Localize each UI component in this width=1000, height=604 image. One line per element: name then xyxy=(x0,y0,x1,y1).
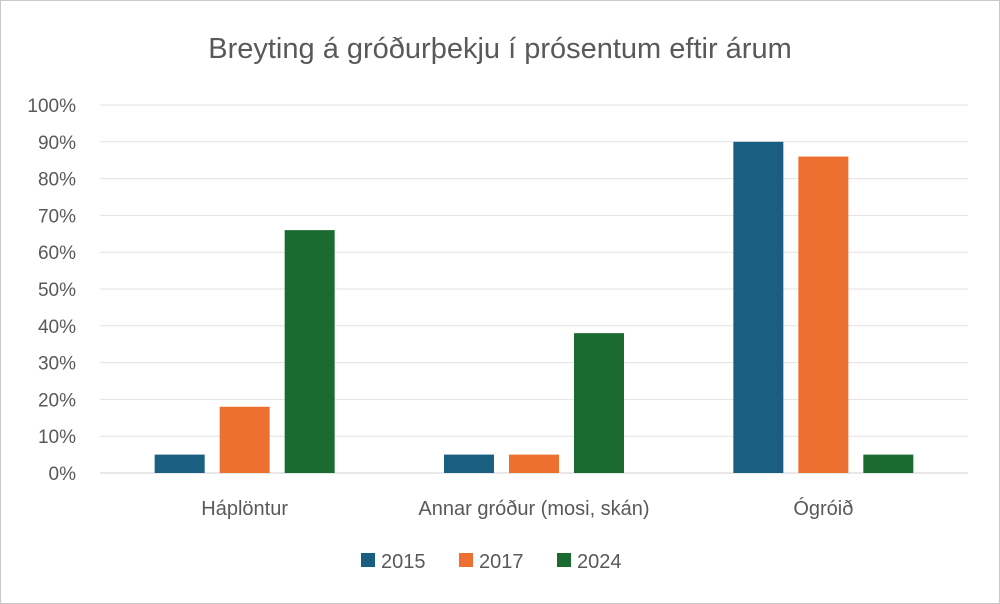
y-tick-label: 70% xyxy=(38,206,76,227)
bar-2024-1 xyxy=(284,230,335,473)
bar-2024-2 xyxy=(574,333,624,473)
category-label: Háplöntur xyxy=(201,498,288,520)
y-tick-label: 0% xyxy=(49,464,77,485)
y-axis-ticks: 0% 10% 20% 30% 40% 50% 60% 70% 80% 90% 100% xyxy=(27,96,76,485)
legend-swatch xyxy=(361,553,375,567)
y-tick-label: 30% xyxy=(38,354,76,375)
category-label: Annar gróður (mosi, skán) xyxy=(418,498,649,520)
legend-label: 2017 xyxy=(479,551,524,573)
y-tick-label: 60% xyxy=(38,243,76,264)
y-tick-label: 100% xyxy=(27,96,76,117)
legend-swatch xyxy=(557,553,571,567)
y-tick-label: 10% xyxy=(38,427,76,448)
legend: 2015 2017 2024 xyxy=(361,551,622,573)
bar-2017-2 xyxy=(509,454,559,473)
bars xyxy=(154,141,914,474)
bar-2017-1 xyxy=(219,406,270,473)
bar-2024-3 xyxy=(863,454,914,473)
bar-2015-1 xyxy=(154,454,205,473)
y-tick-label: 20% xyxy=(38,390,76,411)
bar-2015-3 xyxy=(733,141,784,474)
chart-title: Breyting á gróðurþekju í prósentum eftir… xyxy=(208,33,792,65)
bar-2015-2 xyxy=(444,454,494,473)
legend-label: 2015 xyxy=(381,551,426,573)
category-labels: Háplöntur Annar gróður (mosi, skán) Ógróið xyxy=(201,497,853,520)
legend-swatch xyxy=(459,553,473,567)
y-tick-label: 50% xyxy=(38,280,76,301)
y-tick-label: 90% xyxy=(38,133,76,154)
bar-2017-3 xyxy=(798,156,849,473)
category-label: Ógróið xyxy=(793,497,853,520)
legend-label: 2024 xyxy=(577,551,622,573)
y-tick-label: 40% xyxy=(38,317,76,338)
y-tick-label: 80% xyxy=(38,170,76,191)
